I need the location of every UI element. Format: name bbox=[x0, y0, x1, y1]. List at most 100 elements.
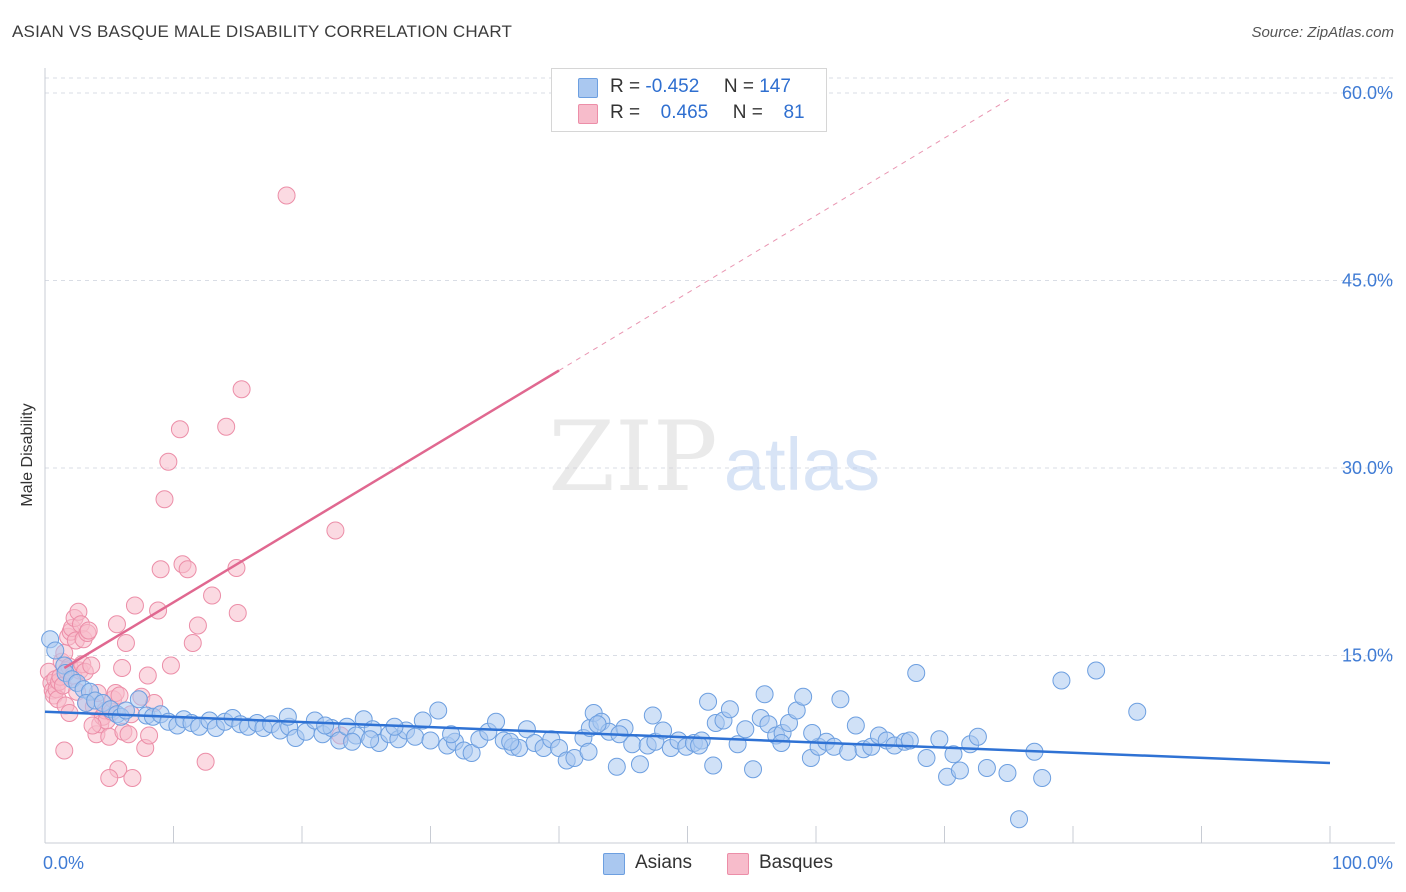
asian-point bbox=[421, 731, 440, 750]
legend-asian-r-label: R = bbox=[610, 76, 641, 97]
asian-point bbox=[343, 732, 362, 751]
asian-point bbox=[413, 711, 432, 730]
basque-point bbox=[170, 420, 189, 439]
asian-point bbox=[704, 756, 723, 775]
asian-point bbox=[977, 759, 996, 777]
asian-point bbox=[950, 761, 969, 780]
asian-point bbox=[998, 764, 1017, 782]
bottom-legend-asians-label: Asians bbox=[635, 852, 693, 873]
asian-point bbox=[831, 690, 850, 709]
basque-point bbox=[123, 769, 142, 787]
asian-point bbox=[1010, 810, 1029, 829]
grid-lines bbox=[45, 77, 1395, 656]
asian-point bbox=[630, 755, 649, 774]
asian-point bbox=[46, 641, 65, 660]
asian-point bbox=[1052, 671, 1071, 690]
asian-point bbox=[699, 692, 718, 711]
basque-point bbox=[277, 186, 296, 205]
asian-point bbox=[654, 721, 673, 740]
chart-title: ASIAN VS BASQUE MALE DISABILITY CORRELAT… bbox=[12, 22, 513, 41]
asian-point bbox=[1087, 661, 1106, 680]
y-tick-label: 15.0% bbox=[1342, 646, 1393, 666]
x-tick-label-min: 0.0% bbox=[43, 853, 84, 873]
asian-point bbox=[907, 664, 926, 682]
basque-point bbox=[161, 656, 180, 675]
basque-point bbox=[83, 716, 102, 735]
basque-point bbox=[107, 615, 126, 634]
basque-point bbox=[217, 417, 236, 436]
chart-source: Source: ZipAtlas.com bbox=[1251, 24, 1394, 41]
basque-trend-extension bbox=[558, 98, 1010, 371]
basque-point bbox=[79, 621, 98, 640]
asian-point bbox=[744, 760, 763, 779]
asian-point bbox=[944, 745, 963, 764]
legend-basque-r-label: R = bbox=[610, 102, 641, 123]
asian-point bbox=[129, 690, 148, 709]
asian-point bbox=[1128, 702, 1147, 721]
legend-asian-r-value: -0.452 bbox=[645, 76, 700, 97]
legend-basque-n-value: 81 bbox=[783, 102, 805, 123]
asian-point bbox=[720, 700, 739, 719]
correlation-legend: R = -0.452 N = 147 R = 0.465 N = 81 bbox=[551, 68, 827, 132]
asian-point bbox=[316, 716, 335, 735]
basque-point bbox=[151, 560, 170, 579]
asian-point bbox=[839, 742, 858, 761]
basque-point bbox=[119, 725, 138, 744]
asian-point bbox=[900, 731, 919, 750]
basque-point bbox=[326, 521, 345, 540]
asian-point bbox=[803, 724, 822, 742]
watermark-atlas: atlas bbox=[724, 423, 880, 506]
basque-trend-line bbox=[63, 369, 560, 670]
basque-point bbox=[138, 666, 157, 685]
asian-point bbox=[442, 725, 461, 744]
basque-point bbox=[188, 616, 207, 635]
asian-points bbox=[41, 630, 1147, 829]
asian-point bbox=[588, 715, 607, 734]
basque-point bbox=[125, 596, 144, 615]
legend-basque-n-label: N = bbox=[732, 102, 763, 123]
basque-swatch bbox=[578, 104, 598, 124]
basque-point bbox=[116, 634, 135, 652]
basque-point bbox=[178, 560, 197, 579]
asian-point bbox=[930, 730, 949, 749]
asian-point bbox=[772, 734, 791, 752]
asian-point bbox=[406, 727, 425, 746]
asian-point bbox=[579, 742, 598, 761]
asian-point bbox=[607, 757, 626, 776]
asian-point bbox=[736, 720, 755, 739]
asian-point bbox=[1033, 769, 1052, 787]
basque-point bbox=[228, 604, 247, 622]
y-tick-label: 60.0% bbox=[1342, 83, 1393, 103]
asian-swatch bbox=[578, 78, 598, 98]
y-tick-label: 30.0% bbox=[1342, 458, 1393, 478]
basque-point bbox=[159, 452, 178, 471]
basques-swatch bbox=[727, 853, 749, 875]
basque-point bbox=[82, 656, 101, 675]
asian-point bbox=[361, 730, 380, 749]
basque-point bbox=[113, 659, 132, 677]
asian-point bbox=[517, 720, 536, 739]
basque-point bbox=[232, 380, 251, 399]
asian-point bbox=[968, 727, 987, 746]
basque-point bbox=[110, 686, 129, 705]
asian-point bbox=[846, 716, 865, 735]
asian-point bbox=[429, 701, 448, 720]
asian-point bbox=[501, 732, 520, 751]
asian-point bbox=[643, 706, 662, 725]
watermark: ZIP atlas bbox=[548, 401, 880, 513]
basque-point bbox=[140, 726, 159, 745]
basque-point bbox=[100, 769, 119, 787]
axes bbox=[44, 68, 1395, 844]
legend-basque-text: R = 0.465 N = 81 bbox=[610, 102, 805, 124]
asians-swatch bbox=[603, 853, 625, 875]
legend-asian-n-label: N = bbox=[723, 76, 754, 97]
asian-point bbox=[690, 736, 709, 755]
asian-point bbox=[917, 749, 936, 767]
trend-lines bbox=[44, 98, 1331, 765]
tick-labels: 15.0% 30.0% 45.0% 60.0% 0.0% 100.0% bbox=[43, 83, 1393, 873]
basque-point bbox=[227, 559, 246, 577]
asian-point bbox=[462, 744, 481, 762]
asian-point bbox=[487, 712, 506, 731]
x-tick-label-max: 100.0% bbox=[1332, 853, 1393, 873]
